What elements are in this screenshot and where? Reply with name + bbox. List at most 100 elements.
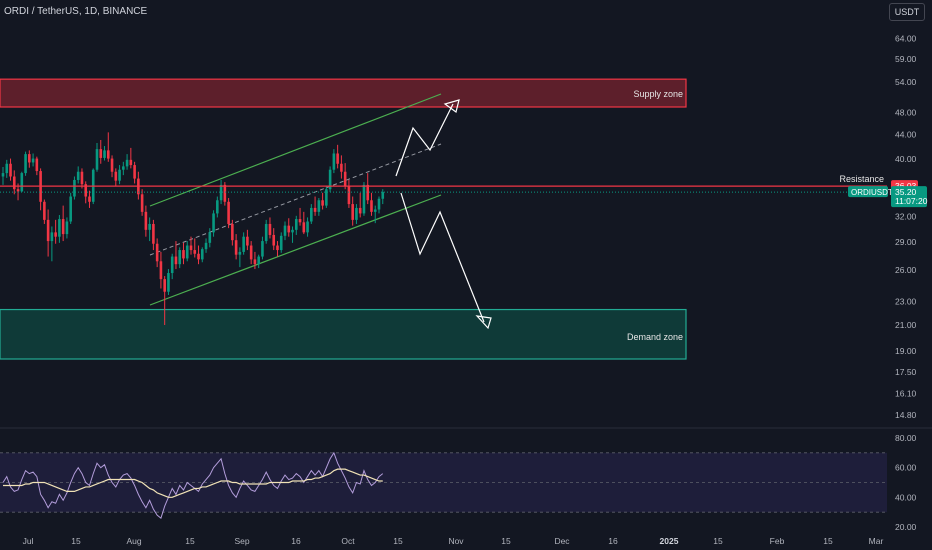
- candle: [140, 189, 144, 216]
- candle-body: [242, 236, 245, 252]
- candle: [283, 221, 287, 241]
- candle-body: [358, 207, 362, 214]
- candle: [5, 159, 9, 178]
- time-tick-label: 2025: [660, 536, 679, 546]
- time-tick-label: Mar: [869, 536, 884, 546]
- candle-body: [234, 240, 238, 255]
- symbol-tag-bg: [848, 186, 888, 198]
- candle-body: [204, 242, 208, 250]
- candle-body: [159, 261, 163, 280]
- time-tick-label: 15: [823, 536, 833, 546]
- candle-body: [193, 250, 197, 254]
- candle: [246, 229, 249, 251]
- candle: [279, 232, 283, 253]
- candle-body: [298, 219, 302, 223]
- candle-body: [133, 165, 136, 179]
- price-tick-label: 21.00: [895, 320, 917, 330]
- time-tick-label: Sep: [234, 536, 249, 546]
- bullish-projection-path: [395, 103, 454, 177]
- candle-body: [238, 251, 242, 255]
- candle: [310, 204, 313, 224]
- candle: [204, 238, 208, 253]
- resistance-label: Resistance: [839, 174, 884, 184]
- candle-body: [35, 158, 39, 172]
- projection-arrows: [395, 99, 492, 330]
- candle-body: [283, 225, 287, 236]
- candle-body: [182, 250, 185, 259]
- candle: [332, 149, 336, 174]
- price-tick-label: 40.00: [895, 154, 917, 164]
- candle-body: [294, 219, 298, 230]
- candle-body: [144, 211, 148, 230]
- candle: [325, 185, 328, 208]
- candle: [238, 247, 242, 268]
- candle-body: [366, 184, 370, 201]
- candle-body: [103, 150, 106, 158]
- candle: [144, 205, 148, 237]
- candle-body: [291, 229, 294, 233]
- price-channel: [149, 93, 442, 306]
- candle-body: [12, 176, 16, 190]
- candle: [373, 205, 377, 224]
- candle: [54, 219, 57, 244]
- time-axis[interactable]: Jul 15 Aug 15 Sep 16 Oct 15 Nov 15 Dec 16 2025 15 Feb 1…: [23, 536, 884, 546]
- rsi-line: [2, 451, 384, 519]
- price-tick-label: 44.00: [895, 130, 917, 140]
- bullish-arrowhead: [443, 99, 460, 114]
- candle: [65, 217, 69, 239]
- demand-zone-label: Demand zone: [627, 332, 683, 342]
- last-price-tag-bg: [891, 186, 927, 208]
- candle: [69, 192, 72, 224]
- candle: [261, 236, 264, 260]
- currency-button[interactable]: USDT: [889, 3, 925, 21]
- candle-body: [54, 232, 57, 237]
- candle-body: [73, 179, 76, 197]
- candle-body: [170, 256, 174, 274]
- candle: [370, 192, 373, 216]
- candle-body: [1, 173, 5, 177]
- candle-body: [200, 249, 204, 260]
- last-price-text: 35.20: [895, 187, 917, 197]
- candle: [170, 253, 174, 280]
- candle-body: [370, 200, 373, 212]
- time-tick-label: 16: [608, 536, 618, 546]
- candle-body: [163, 279, 166, 292]
- candle-body: [46, 219, 50, 242]
- price-axis[interactable]: 64.0059.0054.0048.0044.0040.0036.0032.00…: [895, 33, 917, 420]
- candle-body: [268, 223, 272, 235]
- bearish-arrowhead: [475, 315, 492, 330]
- candle: [155, 238, 159, 268]
- time-tick-label: Dec: [554, 536, 570, 546]
- candle-body: [276, 245, 279, 251]
- candle: [88, 190, 91, 208]
- candle: [355, 204, 358, 224]
- candle: [178, 247, 182, 269]
- candle: [31, 153, 35, 167]
- candle: [125, 154, 129, 170]
- candle: [163, 276, 166, 325]
- candle-body: [99, 149, 103, 158]
- candle: [114, 168, 118, 186]
- candle-body: [189, 245, 193, 251]
- candle-body: [197, 253, 200, 260]
- candle: [99, 140, 103, 164]
- candle-body: [24, 154, 27, 174]
- candle-body: [351, 204, 354, 220]
- candle-body: [88, 196, 91, 202]
- candle: [167, 269, 170, 295]
- rsi-tick-label: 40.00: [895, 492, 917, 502]
- candle-body: [125, 159, 129, 167]
- candle-body: [261, 241, 264, 257]
- channel-upper-line: [149, 93, 442, 207]
- supply-zone: [0, 78, 687, 108]
- candle-body: [231, 223, 234, 241]
- channel-lower-line: [149, 194, 442, 306]
- channel-mid-line: [149, 143, 442, 256]
- candle: [317, 198, 321, 216]
- candle: [294, 215, 298, 235]
- candle: [242, 232, 245, 255]
- candle: [61, 205, 65, 242]
